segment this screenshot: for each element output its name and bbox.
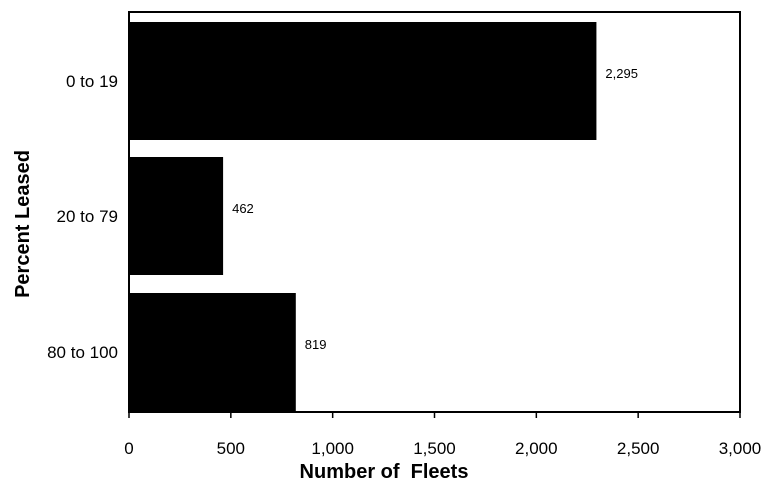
category-label: 80 to 100	[47, 343, 118, 362]
bar-value-label: 819	[305, 337, 327, 352]
x-tick-label: 2,000	[515, 439, 558, 458]
x-tick-label: 0	[124, 439, 133, 458]
x-tick-label: 1,500	[413, 439, 456, 458]
x-tick-label: 3,000	[719, 439, 762, 458]
bar-value-label: 2,295	[605, 66, 638, 81]
bar-value-label: 462	[232, 201, 254, 216]
x-tick-label: 2,500	[617, 439, 660, 458]
bar-2	[129, 157, 224, 275]
bar-1	[129, 22, 597, 140]
x-axis-ticks: 0 500 1,000 1,500 2,000 2,500 3,000	[124, 412, 761, 458]
value-labels: 2,295 462 819	[232, 66, 638, 352]
y-axis-title: Percent Leased	[12, 150, 34, 298]
x-tick-label: 500	[217, 439, 245, 458]
y-axis-category-labels: 0 to 19 20 to 79 80 to 100	[47, 72, 118, 362]
x-axis-title: Number of Fleets	[300, 461, 469, 483]
bar-3	[129, 293, 296, 411]
bars-layer	[129, 22, 597, 411]
category-label: 0 to 19	[66, 72, 118, 91]
x-tick-label: 1,000	[311, 439, 354, 458]
category-label: 20 to 79	[57, 207, 118, 226]
